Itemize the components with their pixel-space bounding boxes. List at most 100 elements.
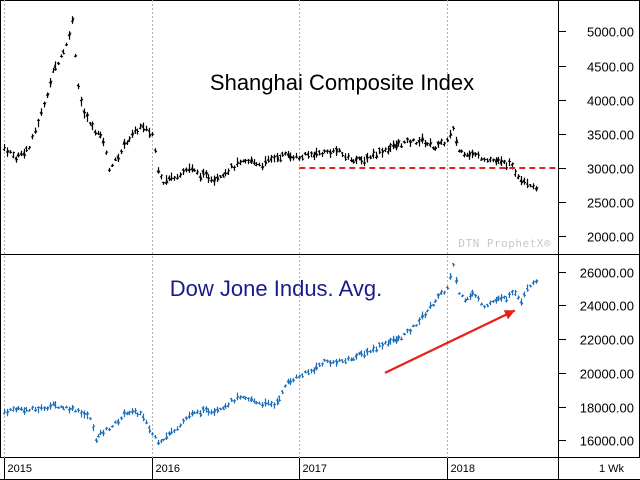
dow-close-tick — [103, 432, 106, 435]
dow-open-tick — [64, 406, 67, 409]
dow-close-tick — [444, 291, 447, 293]
shanghai-close-tick — [521, 179, 524, 184]
dow-open-tick — [448, 276, 451, 279]
shanghai-close-tick — [373, 150, 376, 154]
shanghai-close-tick — [152, 133, 155, 136]
shanghai-close-tick — [342, 154, 345, 157]
shanghai-close-tick — [398, 140, 401, 145]
dow-close-tick — [44, 406, 47, 410]
dow-open-tick — [36, 406, 39, 409]
dow-open-tick — [286, 380, 289, 384]
shanghai-open-tick — [396, 139, 399, 145]
shanghai-open-tick — [359, 157, 362, 162]
shanghai-open-tick — [125, 141, 128, 145]
dow-close-tick — [55, 406, 58, 409]
shanghai-open-tick — [391, 144, 394, 147]
shanghai-close-tick — [396, 144, 399, 150]
shanghai-open-tick — [439, 139, 442, 145]
dow-y-tick-label: 22000.00 — [580, 333, 634, 348]
shanghai-close-tick — [382, 150, 385, 154]
shanghai-open-tick — [399, 145, 402, 148]
shanghai-y-tick-label: 4000.00 — [587, 94, 634, 109]
shanghai-open-tick — [340, 152, 343, 154]
shanghai-open-tick — [462, 154, 465, 157]
shanghai-close-tick — [467, 155, 470, 157]
dow-close-tick — [143, 417, 146, 421]
dow-close-tick — [433, 303, 436, 307]
dow-open-tick — [425, 310, 428, 313]
shanghai-close-tick — [95, 131, 98, 135]
shanghai-close-tick — [240, 160, 243, 164]
shanghai-close-tick — [435, 147, 438, 150]
dow-open-tick — [351, 357, 354, 361]
shanghai-close-tick — [401, 145, 404, 148]
dow-close-tick — [277, 398, 280, 405]
shanghai-open-tick — [201, 170, 204, 176]
shanghai-open-tick — [14, 157, 17, 162]
dow-close-tick — [396, 339, 399, 344]
shanghai-close-tick — [379, 150, 382, 154]
shanghai-close-tick — [55, 68, 58, 70]
shanghai-open-tick — [82, 110, 85, 115]
shanghai-close-tick — [18, 154, 21, 157]
dow-close-tick — [262, 404, 265, 408]
dow-open-tick — [48, 405, 51, 407]
dow-y-axis: 16000.00 18000.00 20000.00 22000.00 24000.00… — [558, 266, 634, 449]
shanghai-y-axis: 2000.00 2500.00 3000.00 3500.00 4000.00 4500.… — [558, 25, 634, 245]
dow-close-tick — [462, 294, 465, 297]
shanghai-open-tick — [522, 178, 525, 183]
shanghai-open-tick — [252, 162, 255, 165]
dow-open-tick — [257, 402, 260, 405]
shanghai-open-tick — [351, 159, 354, 163]
dow-close-tick — [149, 428, 152, 433]
dow-open-tick — [303, 370, 306, 374]
shanghai-y-tick-label: 3500.00 — [587, 128, 634, 143]
shanghai-close-tick — [422, 136, 425, 142]
shanghai-close-tick — [50, 80, 53, 86]
dow-open-tick — [402, 333, 405, 336]
shanghai-close-tick — [143, 127, 146, 131]
dow-close-tick — [467, 298, 470, 301]
dow-open-tick — [101, 430, 104, 435]
dow-open-tick — [496, 296, 499, 300]
shanghai-close-tick — [106, 150, 109, 153]
shanghai-open-tick — [408, 140, 411, 144]
dow-open-tick — [125, 412, 128, 415]
dow-close-tick — [200, 411, 203, 417]
shanghai-open-tick — [5, 151, 8, 154]
shanghai-open-tick — [362, 162, 365, 164]
shanghai-close-tick — [274, 155, 277, 158]
dow-open-tick — [184, 417, 187, 420]
shanghai-open-tick — [436, 141, 439, 147]
dow-open-tick — [463, 299, 466, 303]
dow-close-tick — [290, 380, 293, 384]
shanghai-open-tick — [190, 166, 193, 171]
shanghai-open-tick — [96, 132, 99, 135]
shanghai-open-tick — [531, 185, 534, 188]
dow-open-tick — [494, 298, 497, 304]
shanghai-close-tick — [58, 62, 61, 65]
dow-open-tick — [499, 295, 502, 301]
dow-open-tick — [164, 437, 167, 440]
dow-open-tick — [178, 425, 181, 428]
dow-close-tick — [410, 329, 413, 332]
dow-close-tick — [361, 353, 364, 356]
shanghai-open-tick — [502, 161, 505, 164]
shanghai-close-tick — [518, 174, 521, 178]
dow-close-tick — [234, 399, 237, 402]
dow-open-tick — [45, 407, 48, 410]
dow-close-tick — [305, 371, 308, 374]
shanghai-open-tick — [11, 156, 14, 158]
shanghai-close-tick — [262, 165, 265, 170]
dow-close-tick — [50, 404, 53, 409]
dow-close-tick — [155, 436, 158, 439]
shanghai-close-tick — [203, 173, 206, 176]
shanghai-close-tick — [92, 122, 95, 125]
dow-open-tick — [221, 406, 224, 410]
shanghai-open-tick — [53, 63, 56, 69]
shanghai-open-tick — [215, 176, 218, 179]
dow-close-tick — [364, 355, 367, 357]
shanghai-open-tick — [334, 147, 337, 150]
dow-open-tick — [16, 406, 19, 410]
